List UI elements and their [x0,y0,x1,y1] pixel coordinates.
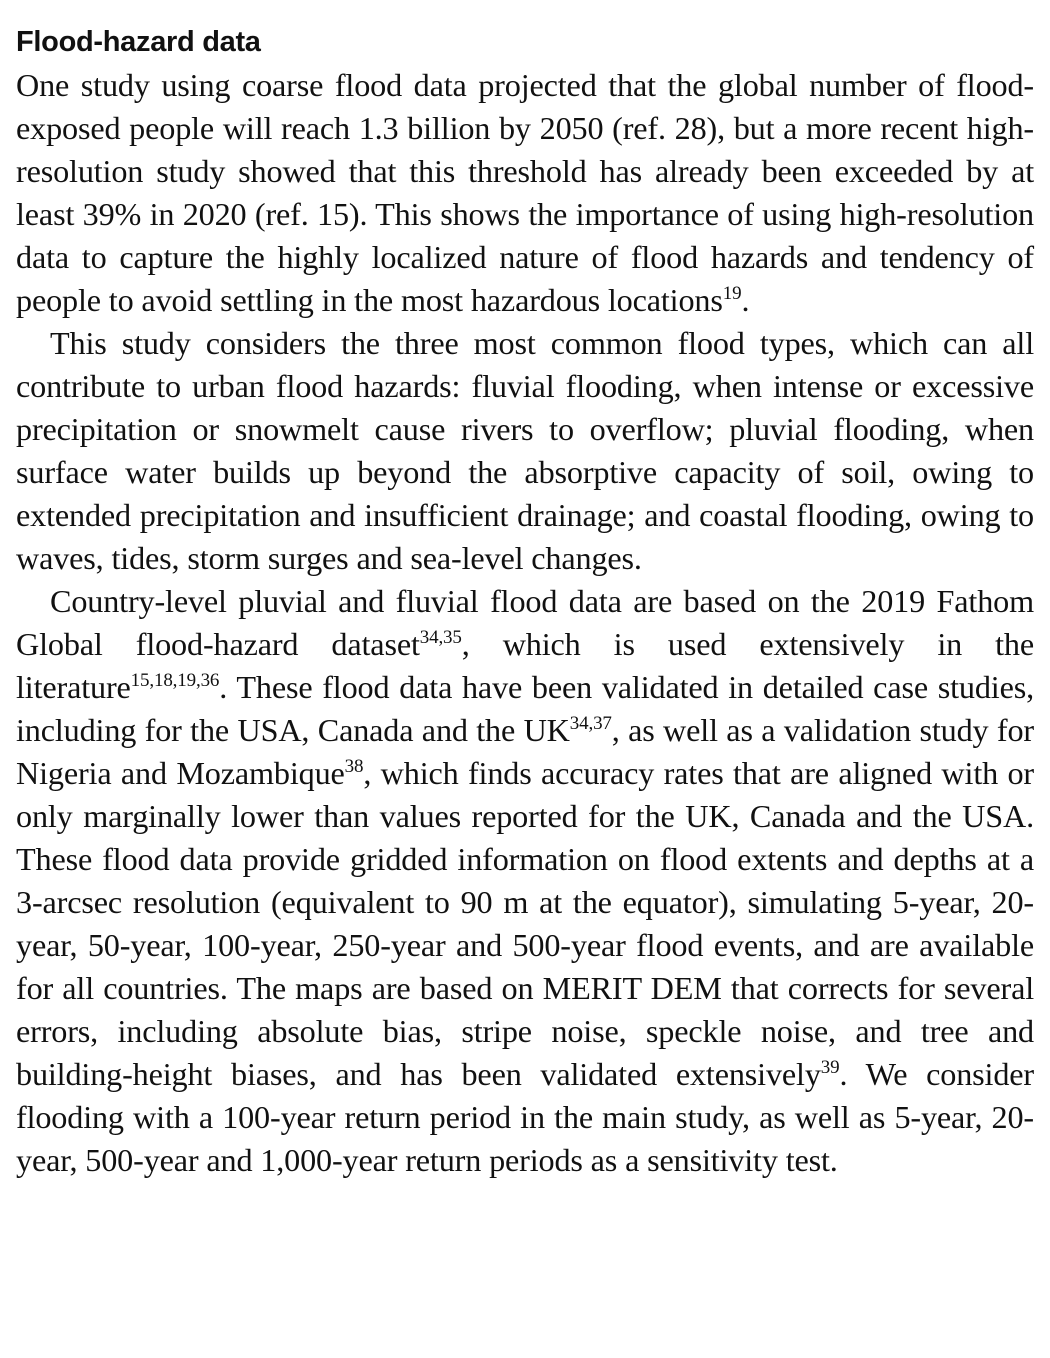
citation-superscript: 34,37 [569,713,612,734]
text-run: This study considers the three most comm… [16,325,1034,576]
citation-superscript: 15,18,19,36 [130,670,220,691]
text-run: , which finds accuracy rates that are al… [16,755,1034,1092]
citation-superscript: 19 [722,283,742,304]
paragraph-1: One study using coarse flood data projec… [16,64,1034,322]
citation-superscript: 34,35 [419,627,462,648]
citation-superscript: 38 [344,756,364,777]
text-run: Country-level pluvial and fluvial flood … [16,583,1034,662]
section-heading: Flood-hazard data [16,26,261,58]
text-run: . These flood data have been validated i… [16,669,1034,748]
text-run: . We consider flooding with a 100-year r… [16,1056,1034,1178]
text-run: , as well as a validation study for Nige… [16,712,1034,791]
text-run: One study using coarse flood data projec… [16,67,1034,318]
paragraph-3: Country-level pluvial and fluvial flood … [16,580,1034,1182]
article-section: Flood-hazard data One study using coarse… [16,22,1034,1182]
text-run: , which is used extensively in the liter… [16,626,1034,705]
text-run: . [741,282,750,318]
citation-superscript: 39 [820,1057,840,1078]
paragraph-2: This study considers the three most comm… [16,322,1034,580]
